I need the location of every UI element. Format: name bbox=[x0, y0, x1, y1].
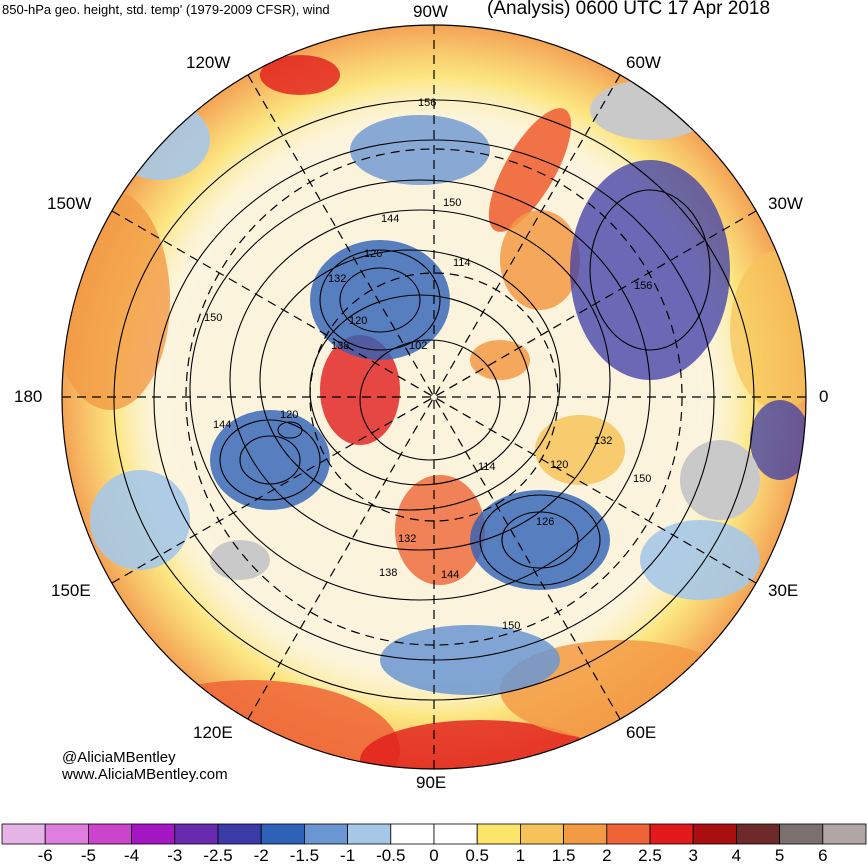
colorbar-swatch bbox=[88, 823, 133, 845]
colorbar-swatch bbox=[692, 823, 737, 845]
contour-label: 150 bbox=[443, 197, 461, 209]
contour-label: 114 bbox=[478, 461, 496, 473]
colorbar-tick-label: -2 bbox=[253, 846, 269, 865]
colorbar-swatch bbox=[779, 823, 824, 845]
colorbar-tick-label: -2.5 bbox=[203, 846, 233, 865]
contour-label: 126 bbox=[536, 516, 554, 528]
polar-map: 156 150 144 126 132 120 138 102 114 156 … bbox=[61, 24, 807, 770]
colorbar-tick-label: 6 bbox=[818, 846, 828, 865]
colorbar-tick-label: -5 bbox=[80, 846, 96, 865]
colorbar-swatch bbox=[606, 823, 651, 845]
colorbar-tick-label: 0.5 bbox=[465, 846, 490, 865]
colorbar-swatch bbox=[260, 823, 305, 845]
colorbar-tick-label: 4 bbox=[731, 846, 742, 865]
colorbar-swatch bbox=[1, 823, 46, 845]
colorbar-swatch bbox=[822, 823, 867, 845]
colorbar-tick-label: -1 bbox=[340, 846, 356, 865]
colorbar-swatch bbox=[563, 823, 608, 845]
contour-label: 102 bbox=[409, 340, 427, 352]
colorbar-swatch bbox=[217, 823, 262, 845]
contour-label: 156 bbox=[634, 280, 652, 292]
colorbar-swatch bbox=[736, 823, 781, 845]
map-title: 850-hPa geo. height, std. temp' (1979-20… bbox=[2, 2, 330, 17]
colorbar-swatch bbox=[433, 823, 478, 845]
contour-label: 144 bbox=[441, 569, 459, 581]
contour-label: 132 bbox=[594, 435, 612, 447]
contour-label-group: 156 150 144 126 132 120 138 102 114 156 … bbox=[204, 97, 652, 632]
colorbar-swatch bbox=[174, 823, 219, 845]
colorbar-swatch bbox=[303, 823, 348, 845]
colorbar-tick-label: -6 bbox=[37, 846, 53, 865]
longitude-label-30w: 30W bbox=[768, 194, 803, 213]
contour-label: 120 bbox=[349, 315, 367, 327]
map-border bbox=[61, 24, 807, 770]
longitude-label-150w: 150W bbox=[47, 194, 92, 213]
colorbar-swatch bbox=[44, 823, 89, 845]
height-contours bbox=[113, 99, 755, 701]
contour-label: 156 bbox=[418, 97, 436, 109]
colorbar-swatch bbox=[131, 823, 176, 845]
colorbar-tick-label: 2 bbox=[602, 846, 612, 865]
longitude-label-120e: 120E bbox=[193, 723, 233, 742]
contour-label: 144 bbox=[213, 419, 231, 431]
contour-label: 120 bbox=[280, 409, 298, 421]
colorbar-swatch bbox=[347, 823, 392, 845]
credit-website: www.AliciaMBentley.com bbox=[62, 766, 228, 783]
contour-label: 126 bbox=[364, 248, 382, 260]
temperature-anomaly-field bbox=[62, 25, 806, 769]
longitude-label-150e: 150E bbox=[51, 581, 91, 600]
colorbar-tick-label: 1.5 bbox=[551, 846, 576, 865]
colorbar-tick-label: 0 bbox=[429, 846, 439, 865]
colorbar-swatch bbox=[390, 823, 435, 845]
colorbar-tick-label: -1.5 bbox=[289, 846, 320, 865]
longitude-label-180: 180 bbox=[14, 387, 43, 406]
valid-time-title: (Analysis) 0600 UTC 17 Apr 2018 bbox=[487, 0, 771, 19]
contour-label: 138 bbox=[331, 340, 349, 352]
contour-label: 150 bbox=[502, 620, 520, 632]
longitude-label-120w: 120W bbox=[186, 53, 231, 72]
contour-label: 138 bbox=[379, 567, 397, 579]
colorbar-tick-label: -0.5 bbox=[376, 846, 406, 865]
longitude-label-30e: 30E bbox=[768, 581, 799, 600]
colorbar-swatch bbox=[649, 823, 694, 845]
longitude-label-60w: 60W bbox=[626, 53, 661, 72]
colorbar-tick-label: 1 bbox=[515, 846, 526, 865]
longitude-label-90e: 90E bbox=[416, 773, 447, 792]
contour-label: 120 bbox=[550, 459, 568, 471]
contour-label: 150 bbox=[204, 312, 222, 324]
contour-label: 150 bbox=[633, 473, 651, 485]
colorbar-tick-label: -3 bbox=[167, 846, 183, 865]
colorbar-swatch bbox=[520, 823, 565, 845]
contour-label: 144 bbox=[381, 213, 399, 225]
colorbar-tick-label: 5 bbox=[774, 846, 785, 865]
credit-handle: @AliciaMBentley bbox=[62, 749, 176, 766]
colorbar bbox=[1, 823, 867, 845]
longitude-label-0: 0 bbox=[819, 387, 829, 406]
longitude-label-60e: 60E bbox=[626, 723, 657, 742]
contour-label: 132 bbox=[398, 533, 416, 545]
colorbar-tick-label: 3 bbox=[688, 846, 698, 865]
colorbar-tick-label: 2.5 bbox=[638, 846, 662, 865]
colorbar-tick-label: -4 bbox=[124, 846, 140, 865]
contour-label: 132 bbox=[328, 273, 346, 285]
colorbar-swatch bbox=[476, 823, 521, 845]
graticule bbox=[62, 25, 806, 769]
longitude-label-90w: 90W bbox=[413, 2, 448, 21]
contour-label: 114 bbox=[453, 257, 471, 269]
